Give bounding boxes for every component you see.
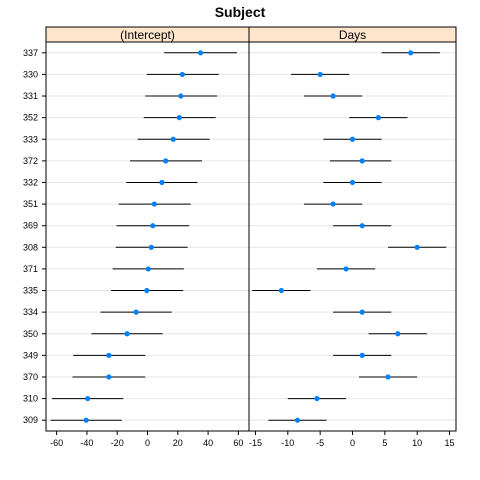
estimate-point	[414, 244, 420, 250]
x-tick-label: 60	[233, 438, 243, 448]
estimate-point	[359, 158, 365, 164]
estimate-point	[83, 417, 89, 423]
estimate-point	[359, 223, 365, 229]
y-tick-label: 349	[23, 350, 38, 360]
y-tick-label: 371	[23, 264, 38, 274]
estimate-point	[359, 352, 365, 358]
estimate-point	[106, 352, 112, 358]
x-tick-label: -15	[249, 438, 262, 448]
y-axis-labels: 337 330 331 352 333 372 332 351 369 308 371 335 334 3…	[23, 48, 46, 425]
y-tick-label: 350	[23, 329, 38, 339]
x-tick-label: 0	[350, 438, 355, 448]
y-tick-label: 352	[23, 113, 38, 123]
panel-strip-label: Days	[339, 28, 366, 42]
panel-frame	[248, 26, 457, 432]
estimate-point	[178, 93, 184, 99]
y-tick-label: 308	[23, 242, 38, 252]
x-tick-label: 10	[412, 438, 422, 448]
estimate-point	[159, 179, 165, 186]
y-tick-label: 309	[23, 415, 38, 425]
estimate-point	[145, 266, 151, 272]
estimate-point	[278, 287, 284, 294]
panel-intercept: (Intercept) -60 -40 -20 0 20 40 60	[45, 26, 250, 448]
estimate-point	[170, 136, 176, 142]
x-tick-label: -10	[281, 438, 294, 448]
estimate-point	[359, 309, 365, 315]
estimate-point	[163, 158, 169, 164]
estimate-point	[408, 50, 414, 56]
x-tick-label: 20	[173, 438, 183, 448]
estimate-point	[330, 201, 336, 207]
estimate-point	[148, 244, 154, 250]
estimate-point	[349, 136, 356, 142]
estimate-point	[150, 223, 156, 229]
y-tick-label: 372	[23, 156, 38, 166]
estimate-point	[106, 374, 112, 380]
panel-strip-label: (Intercept)	[120, 28, 175, 42]
x-tick-label: -5	[316, 438, 324, 448]
x-tick-label: -40	[80, 438, 93, 448]
chart-title: Subject	[215, 4, 266, 20]
estimate-point	[176, 115, 182, 121]
estimate-point	[375, 115, 381, 121]
estimate-point	[294, 417, 301, 423]
x-tick-label: -60	[50, 438, 63, 448]
y-tick-label: 369	[23, 221, 38, 231]
estimate-point	[317, 71, 323, 78]
y-tick-label: 370	[23, 372, 38, 382]
estimate-point	[395, 331, 401, 337]
estimate-point	[314, 395, 320, 402]
panel-frame	[45, 26, 250, 432]
y-tick-label: 337	[23, 48, 38, 58]
estimate-point	[133, 309, 139, 315]
x-tick-label: 0	[145, 438, 150, 448]
y-tick-label: 351	[23, 199, 38, 209]
estimate-point	[349, 179, 356, 186]
y-tick-label: 334	[23, 307, 38, 317]
estimate-point	[85, 395, 91, 402]
estimate-point	[151, 201, 157, 207]
estimate-point	[385, 374, 391, 380]
y-tick-label: 333	[23, 134, 38, 144]
estimate-point	[124, 331, 130, 337]
panel-days: Days -15 -10 -5 0 5 10 15	[248, 26, 457, 448]
y-tick-label: 330	[23, 69, 38, 79]
estimate-point	[179, 71, 185, 78]
estimate-point	[197, 50, 204, 56]
x-tick-label: 40	[203, 438, 213, 448]
x-tick-label: 5	[382, 438, 387, 448]
estimate-point	[144, 287, 150, 294]
estimate-point	[330, 93, 336, 99]
y-tick-label: 310	[23, 394, 38, 404]
estimate-point	[343, 266, 349, 272]
x-tick-label: -20	[111, 438, 124, 448]
y-tick-label: 335	[23, 286, 38, 296]
x-tick-label: 15	[445, 438, 455, 448]
y-tick-label: 331	[23, 91, 38, 101]
y-tick-label: 332	[23, 177, 38, 187]
